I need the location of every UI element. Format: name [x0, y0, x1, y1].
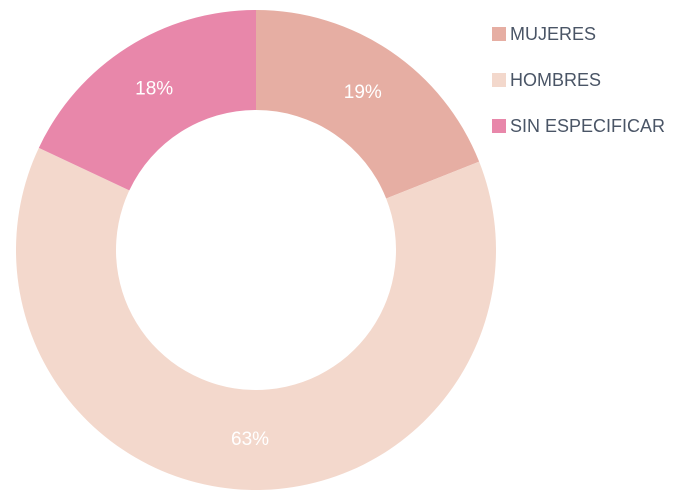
legend-swatch [492, 27, 506, 41]
legend-swatch [492, 119, 506, 133]
slice-label: 18% [135, 79, 173, 100]
donut-slice [256, 10, 480, 199]
donut-slice [38, 10, 256, 191]
donut-slice [16, 147, 497, 490]
slice-label: 63% [231, 429, 269, 450]
legend-label: SIN ESPECIFICAR [510, 116, 665, 136]
legend-label: MUJERES [510, 24, 596, 44]
legend-swatch [492, 73, 506, 87]
legend-label: HOMBRES [510, 70, 601, 90]
slice-label: 19% [344, 82, 382, 103]
